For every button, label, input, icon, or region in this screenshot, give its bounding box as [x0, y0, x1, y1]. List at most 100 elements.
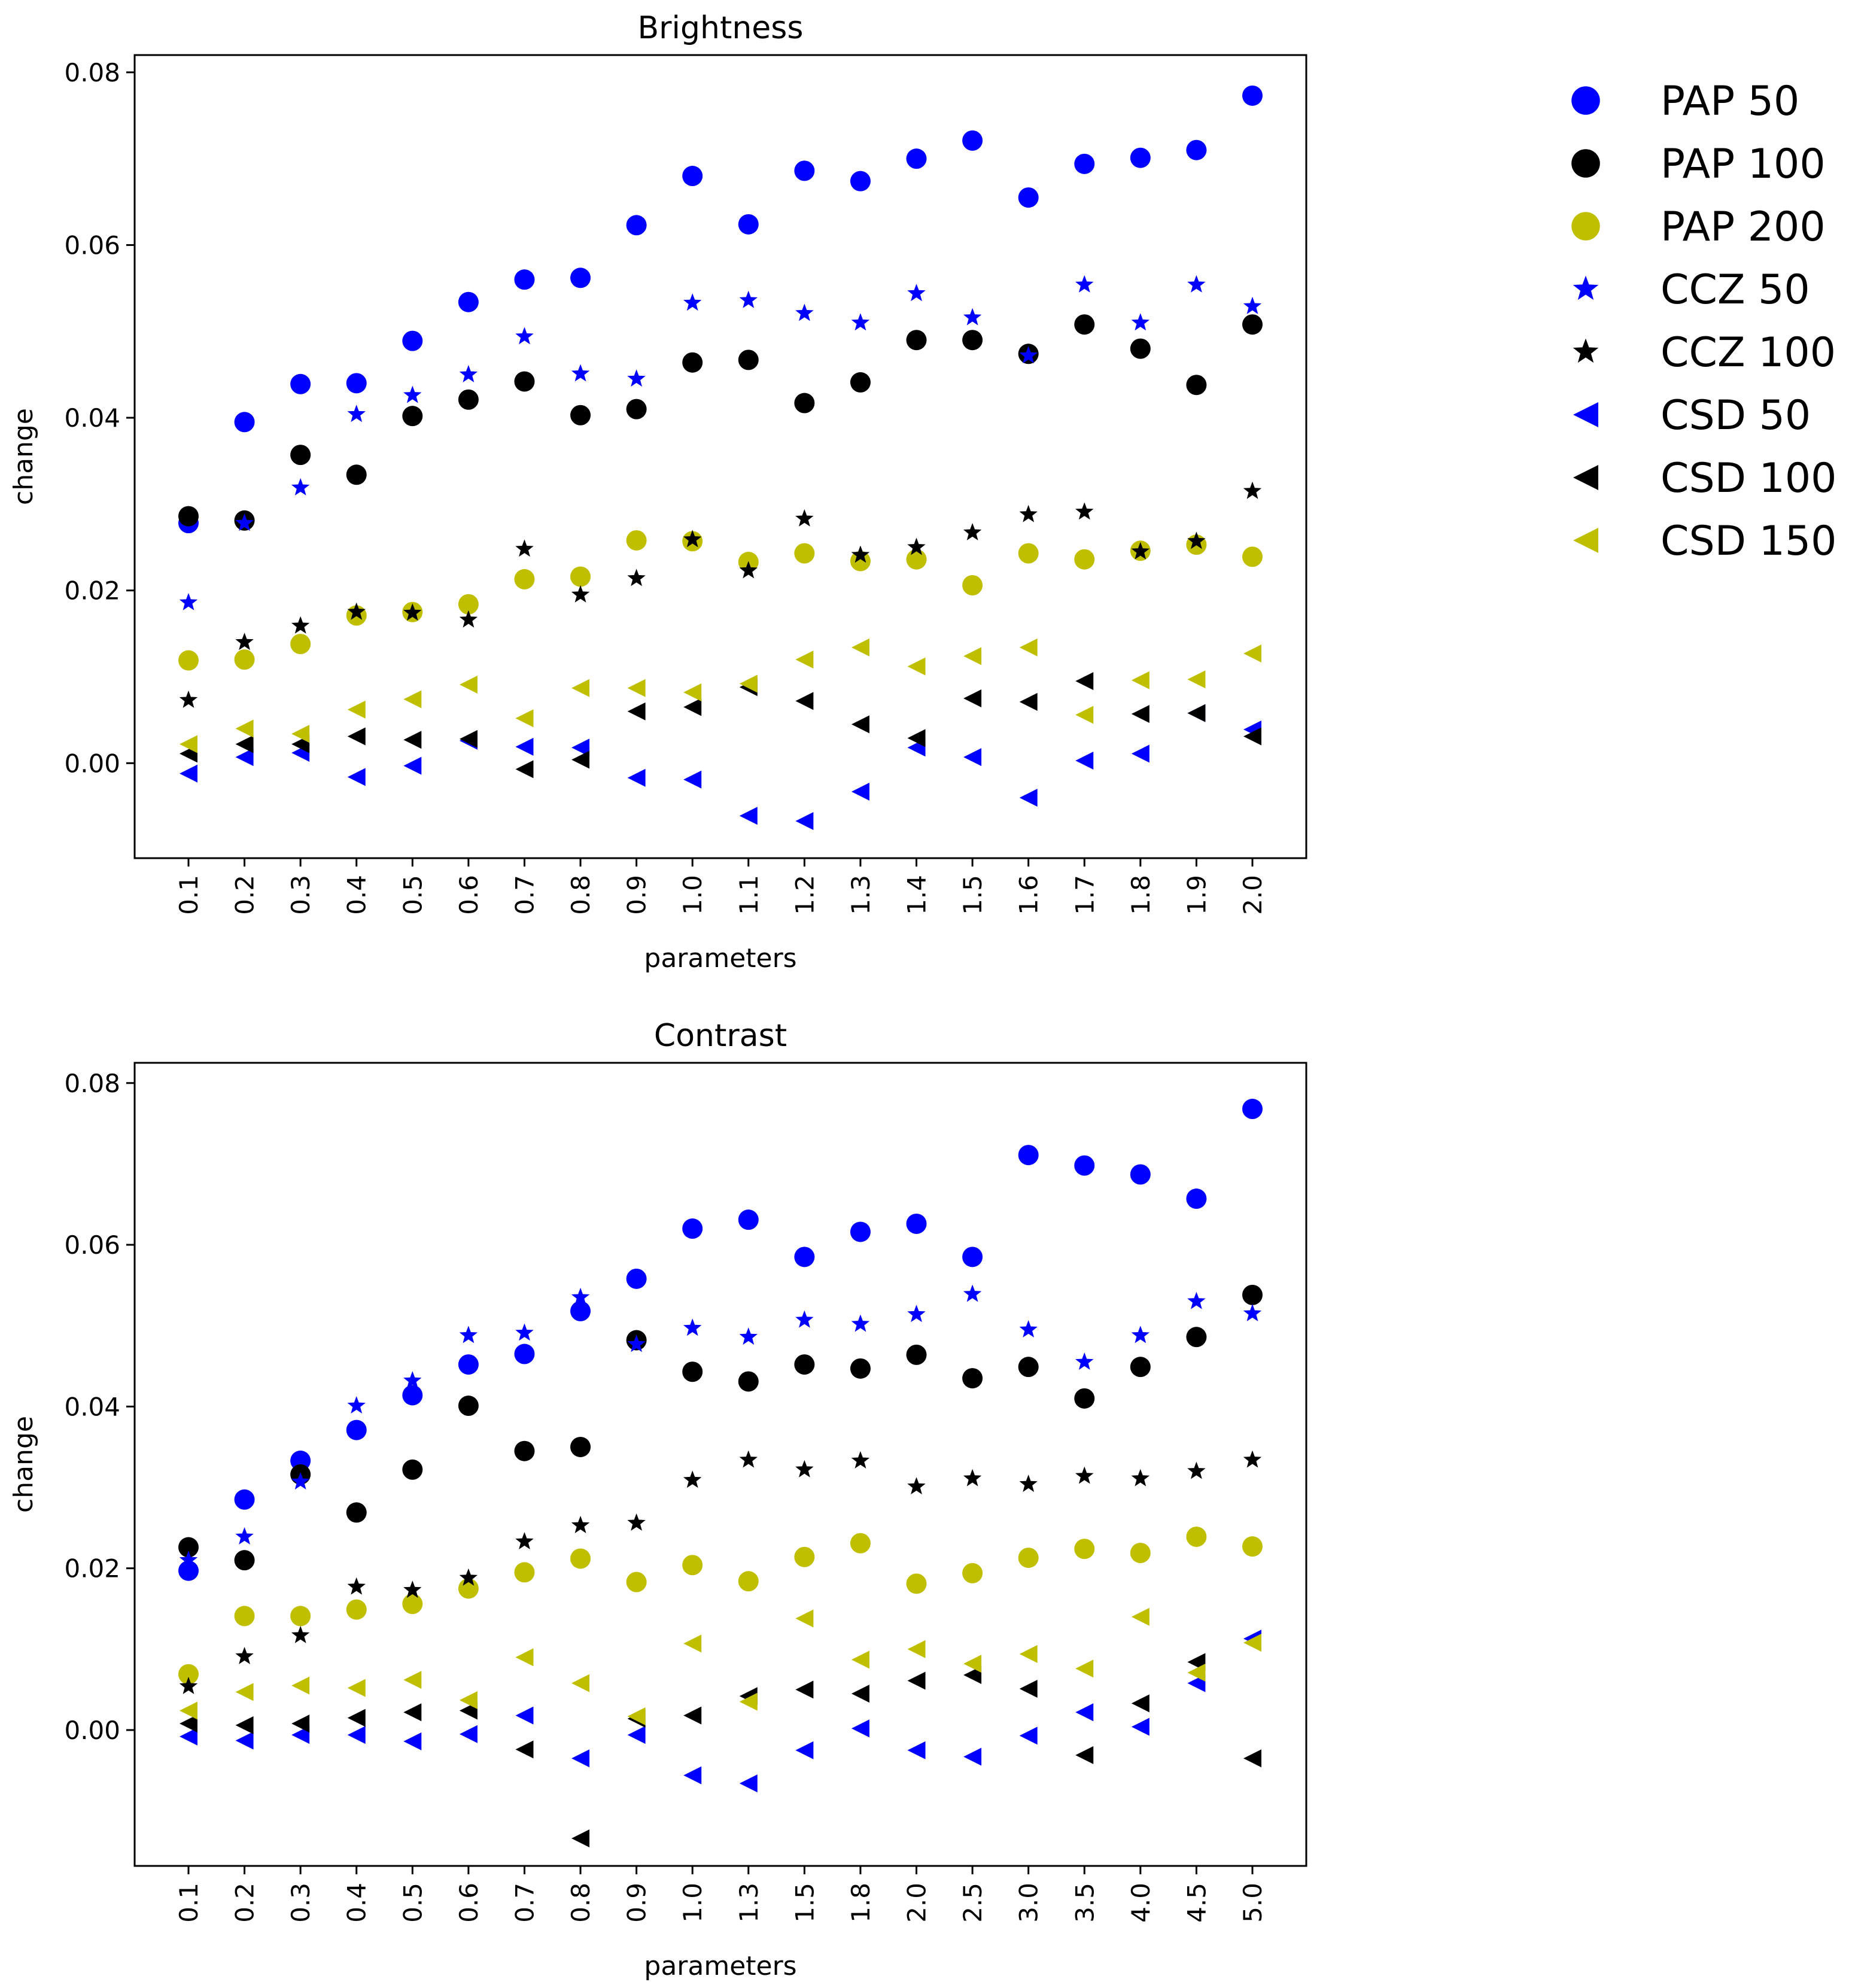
data-point — [906, 148, 927, 169]
data-point — [683, 1634, 702, 1653]
data-point — [1074, 1388, 1095, 1409]
data-point — [402, 1459, 423, 1480]
x-tick-label: 4.5 — [1182, 1883, 1211, 1923]
data-point — [907, 657, 926, 676]
x-tick-label: 2.0 — [902, 1883, 932, 1923]
data-point — [403, 1703, 422, 1722]
series-pap-100 — [178, 314, 1263, 531]
legend-marker — [1571, 212, 1600, 241]
legend-label: PAP 50 — [1661, 78, 1799, 125]
data-point — [683, 698, 702, 716]
data-point — [1243, 645, 1261, 663]
x-tick-label: 0.6 — [454, 1883, 483, 1923]
series-ccz-100 — [179, 1450, 1262, 1694]
data-point — [1131, 1469, 1150, 1487]
data-point — [851, 1650, 869, 1669]
data-point — [795, 509, 814, 527]
legend-item-ccz-100: CCZ 100 — [1573, 329, 1836, 376]
data-point — [515, 709, 534, 728]
data-point — [851, 545, 870, 563]
x-tick-label: 0.8 — [566, 875, 595, 915]
data-point — [683, 1318, 702, 1336]
data-point — [850, 372, 871, 393]
data-point — [683, 530, 702, 548]
data-point — [794, 1247, 815, 1267]
data-point — [739, 1327, 758, 1345]
data-point — [1019, 1475, 1038, 1492]
x-tick-label: 1.0 — [678, 1883, 707, 1923]
data-point — [403, 1371, 422, 1389]
data-point — [1187, 670, 1206, 689]
x-tick-label: 0.5 — [398, 1883, 427, 1923]
data-point — [571, 1674, 590, 1692]
data-point — [963, 1284, 982, 1302]
data-point — [627, 1707, 646, 1725]
data-point — [907, 537, 926, 555]
x-tick-label: 1.5 — [958, 875, 987, 915]
legend-item-pap-50: PAP 50 — [1571, 78, 1799, 125]
x-tick-label: 0.1 — [174, 875, 203, 915]
data-point — [795, 1460, 814, 1478]
data-point — [346, 373, 367, 394]
data-point — [850, 171, 871, 191]
data-point — [515, 737, 534, 756]
legend-item-csd-100: CSD 100 — [1573, 455, 1836, 502]
data-point — [515, 760, 534, 779]
data-point — [1018, 187, 1039, 208]
data-point — [235, 719, 254, 738]
data-point — [235, 1647, 254, 1664]
data-point — [1131, 1694, 1149, 1713]
series-csd-50 — [180, 704, 1261, 830]
data-point — [1018, 1357, 1039, 1378]
data-point — [234, 1550, 255, 1571]
data-point — [907, 1640, 926, 1658]
data-point — [346, 1419, 367, 1440]
y-tick-label: 0.04 — [64, 403, 120, 433]
data-point — [963, 1469, 982, 1487]
data-point — [1242, 1284, 1263, 1305]
series-pap-200 — [178, 1526, 1263, 1685]
data-point — [1130, 1164, 1151, 1185]
data-point — [346, 464, 367, 485]
x-tick-label: 2.5 — [958, 1883, 987, 1923]
data-point — [627, 369, 646, 387]
data-point — [1186, 139, 1207, 160]
legend: PAP 50 PAP 100 PAP 200 CCZ 50 CCZ 100 CSD 50 C… — [1571, 78, 1836, 565]
data-point — [459, 1568, 478, 1586]
data-point — [291, 1625, 310, 1643]
data-point — [627, 702, 646, 721]
data-point — [626, 399, 647, 420]
data-point — [683, 1470, 702, 1488]
data-point — [738, 214, 759, 235]
data-point — [458, 1396, 479, 1416]
data-point — [627, 768, 646, 787]
data-point — [1074, 1539, 1095, 1560]
data-point — [514, 371, 535, 392]
y-tick-label: 0.00 — [64, 1716, 120, 1745]
x-tick-label: 0.4 — [342, 875, 372, 915]
data-point — [794, 1354, 815, 1375]
data-point — [1187, 1291, 1206, 1309]
data-point — [291, 478, 310, 496]
data-point — [683, 293, 702, 311]
data-point — [178, 506, 199, 527]
data-point — [906, 1573, 927, 1594]
data-point — [739, 807, 758, 825]
data-point — [459, 1326, 478, 1343]
data-point — [738, 1209, 759, 1230]
legend-label: CSD 150 — [1661, 518, 1836, 565]
data-point — [1075, 275, 1094, 293]
data-point — [1130, 1357, 1151, 1378]
data-point — [403, 690, 422, 709]
data-point — [795, 1741, 814, 1759]
legend-item-csd-150: CSD 150 — [1573, 518, 1836, 565]
data-point — [795, 1609, 814, 1628]
data-point — [347, 1726, 366, 1744]
legend-label: PAP 200 — [1661, 203, 1826, 251]
data-point — [1075, 1466, 1094, 1484]
data-point — [1186, 375, 1207, 396]
data-point — [291, 1676, 310, 1695]
data-point — [180, 735, 197, 753]
data-point — [907, 1741, 926, 1759]
data-point — [963, 689, 982, 708]
